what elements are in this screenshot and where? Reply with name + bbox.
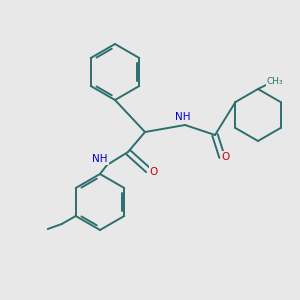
Text: O: O [150,167,158,177]
Text: O: O [222,152,230,162]
Text: NH: NH [92,154,108,164]
Text: CH₃: CH₃ [267,76,283,85]
Text: NH: NH [175,112,191,122]
